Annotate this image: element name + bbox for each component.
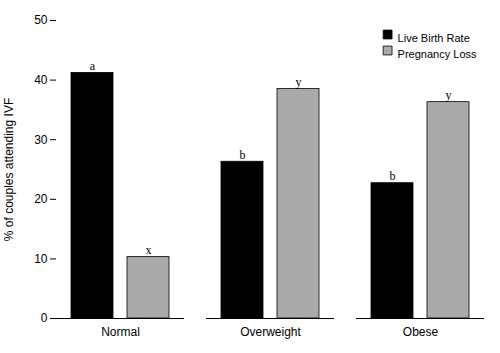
svg-text:Obese: Obese	[403, 325, 439, 339]
svg-text:b: b	[240, 148, 246, 162]
svg-text:40: 40	[34, 73, 48, 87]
svg-text:Pregnancy Loss: Pregnancy Loss	[398, 48, 477, 60]
svg-text:Normal: Normal	[101, 325, 140, 339]
svg-text:y: y	[446, 88, 452, 102]
svg-text:x: x	[146, 243, 152, 257]
svg-text:Live Birth Rate: Live Birth Rate	[398, 32, 470, 44]
svg-text:50: 50	[34, 13, 48, 27]
svg-text:30: 30	[34, 133, 48, 147]
svg-text:Overweight: Overweight	[240, 325, 301, 339]
svg-text:10: 10	[34, 252, 48, 266]
svg-text:b: b	[390, 169, 396, 183]
svg-text:a: a	[90, 59, 96, 73]
svg-text:y: y	[296, 75, 302, 89]
svg-text:% of couples attending IVF: % of couples attending IVF	[2, 98, 16, 241]
svg-text:0: 0	[41, 311, 48, 325]
svg-text:20: 20	[34, 192, 48, 206]
